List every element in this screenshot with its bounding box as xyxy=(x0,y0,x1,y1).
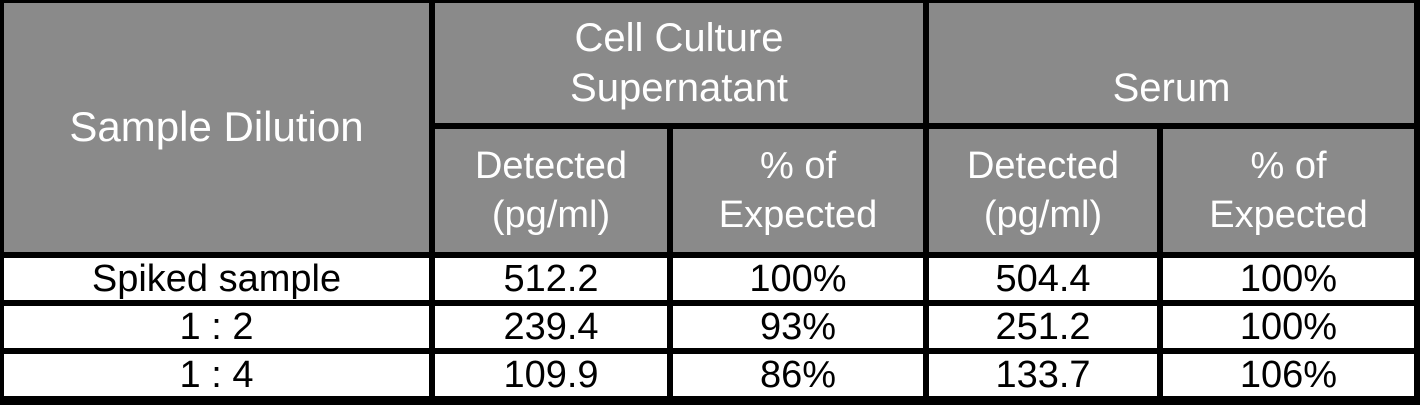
data-cell-cc-percent: 93% xyxy=(673,306,923,348)
data-cell-cc-percent: 86% xyxy=(673,354,923,396)
group-header-cell-culture-supernatant: Cell Culture Supernatant xyxy=(435,3,923,123)
data-cell-cc-detected: 239.4 xyxy=(435,306,667,348)
data-cell-serum-percent: 106% xyxy=(1163,354,1414,396)
group-header-serum: Serum xyxy=(929,3,1414,123)
data-cell-serum-detected: 133.7 xyxy=(929,354,1157,396)
data-cell-serum-detected: 251.2 xyxy=(929,306,1157,348)
subheader-serum-percent-of-expected: % of Expected xyxy=(1163,129,1414,252)
subheader-cc-percent-of-expected: % of Expected xyxy=(673,129,923,252)
row-label-dilution-1-4: 1 : 4 xyxy=(4,354,429,396)
data-cell-serum-percent: 100% xyxy=(1163,306,1414,348)
data-cell-serum-detected: 504.4 xyxy=(929,258,1157,300)
data-cell-cc-percent: 100% xyxy=(673,258,923,300)
subheader-cc-detected-pgml: Detected (pg/ml) xyxy=(435,129,667,252)
row-label-spiked-sample: Spiked sample xyxy=(4,258,429,300)
corner-header-sample-dilution: Sample Dilution xyxy=(4,3,429,252)
subheader-serum-detected-pgml: Detected (pg/ml) xyxy=(929,129,1157,252)
data-cell-cc-detected: 109.9 xyxy=(435,354,667,396)
data-cell-serum-percent: 100% xyxy=(1163,258,1414,300)
data-cell-cc-detected: 512.2 xyxy=(435,258,667,300)
row-label-dilution-1-2: 1 : 2 xyxy=(4,306,429,348)
